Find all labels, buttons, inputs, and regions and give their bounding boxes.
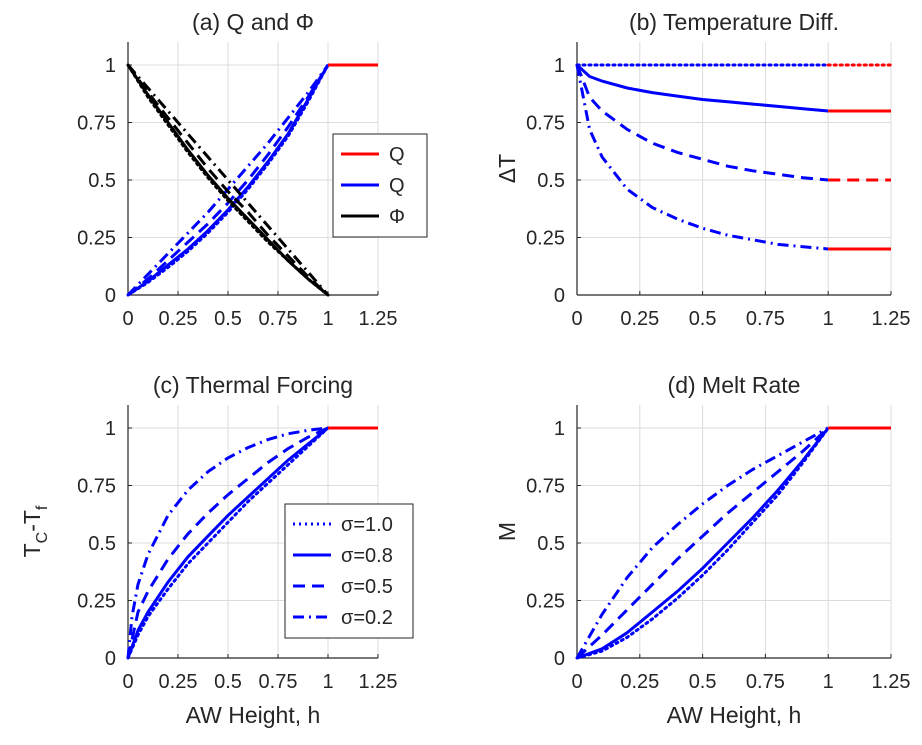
panel-title: (d) Melt Rate xyxy=(668,372,801,398)
y-tick-label: 0.5 xyxy=(537,533,565,555)
y-tick-label: 0.25 xyxy=(77,591,116,613)
panel-c: 0 0.25 0.5 0.75 1 1.25 0 0.25 0.5 0.75 1 (c) Therma… xyxy=(19,372,414,728)
x-axis-label: AW Height, h xyxy=(186,702,321,728)
y-tick-label: 0 xyxy=(554,648,565,670)
series-line xyxy=(126,64,330,297)
x-tick-label: 1 xyxy=(322,308,333,330)
y-tick-label: 1 xyxy=(105,55,116,77)
series-line xyxy=(126,64,330,297)
series-line xyxy=(575,64,829,182)
series-line xyxy=(126,426,329,659)
x-tick-label: 0 xyxy=(122,308,133,330)
x-tick-label: 1.25 xyxy=(359,308,398,330)
series-line xyxy=(126,426,329,659)
legend-label: σ=0.2 xyxy=(341,607,393,629)
y-tick-label: 0.75 xyxy=(526,476,565,498)
x-tick-label: 0.5 xyxy=(689,308,717,330)
series-line xyxy=(575,426,830,660)
y-tick-label: 0 xyxy=(105,285,116,307)
x-tick-label: 0.25 xyxy=(620,671,659,693)
series-line xyxy=(575,426,830,660)
x-tick-label: 0.75 xyxy=(746,308,785,330)
legend-label: Q xyxy=(389,144,405,166)
y-tick-label: 0 xyxy=(554,285,565,307)
legend-label: Φ xyxy=(389,206,405,228)
y-label-part: -T xyxy=(19,510,45,532)
y-tick-label: 1 xyxy=(554,418,565,440)
x-tick-label: 0.75 xyxy=(746,671,785,693)
x-tick-label: 0.75 xyxy=(259,671,298,693)
y-tick-label: 0.25 xyxy=(77,228,116,250)
panel-title: (b) Temperature Diff. xyxy=(629,9,839,35)
legend: QQΦ xyxy=(332,133,428,238)
y-tick-label: 1 xyxy=(105,418,116,440)
x-tick-label: 1.25 xyxy=(872,308,911,330)
x-tick-label: 1.25 xyxy=(872,671,911,693)
y-tick-label: 0.5 xyxy=(88,170,116,192)
x-tick-label: 0 xyxy=(571,671,582,693)
y-axis-label: TC-Tf xyxy=(19,505,51,557)
legend: σ=1.0 σ=0.8 σ=0.5 σ=0.2 xyxy=(284,503,414,639)
y-tick-label: 0.25 xyxy=(526,591,565,613)
x-tick-label: 0.5 xyxy=(214,308,242,330)
legend-label: Q xyxy=(389,175,405,197)
y-label-part: T xyxy=(19,543,45,557)
y-tick-label: 0.75 xyxy=(526,113,565,135)
x-tick-label: 0.75 xyxy=(259,308,298,330)
x-tick-label: 0 xyxy=(571,308,582,330)
series-line xyxy=(126,64,330,296)
y-tick-label: 0.25 xyxy=(526,228,565,250)
legend-box xyxy=(284,503,414,639)
panel-d: 0 0.25 0.5 0.75 1 1.25 0 0.25 0.5 0.75 1 (d) Melt R… xyxy=(494,372,910,728)
y-label-part: C xyxy=(34,532,51,544)
x-tick-label: 0.5 xyxy=(214,671,242,693)
x-axis-label: AW Height, h xyxy=(667,702,802,728)
series-line xyxy=(126,64,329,297)
x-tick-label: 0 xyxy=(122,671,133,693)
y-label-part: f xyxy=(34,505,51,510)
series-line xyxy=(575,426,829,659)
panel-b: 0 0.25 0.5 0.75 1 1.25 0 0.25 0.5 0.75 1 (b) Temper… xyxy=(494,9,910,330)
series-line xyxy=(575,64,829,251)
panel-title: (a) Q and Φ xyxy=(192,9,314,35)
series-line xyxy=(127,64,330,297)
x-tick-label: 0.25 xyxy=(159,308,198,330)
x-tick-label: 1 xyxy=(823,308,834,330)
y-tick-label: 0 xyxy=(105,648,116,670)
y-axis-label: M xyxy=(494,522,520,541)
series-line xyxy=(126,426,330,660)
y-tick-label: 0.5 xyxy=(88,533,116,555)
legend-label: σ=1.0 xyxy=(341,514,393,536)
y-tick-label: 0.75 xyxy=(77,113,116,135)
series-line xyxy=(575,63,829,113)
x-tick-label: 0.5 xyxy=(689,671,717,693)
x-tick-label: 1.25 xyxy=(359,671,398,693)
panel-a: 0 0.25 0.5 0.75 1 1.25 0 0.25 0.5 0.75 1 (a) Q and … xyxy=(77,9,428,330)
y-tick-label: 0.5 xyxy=(537,170,565,192)
y-tick-label: 0.75 xyxy=(77,476,116,498)
series-line xyxy=(576,427,830,660)
series-line xyxy=(127,64,330,297)
x-tick-label: 0.25 xyxy=(159,671,198,693)
legend-label: σ=0.5 xyxy=(341,576,393,598)
y-axis-label: ΔT xyxy=(494,154,520,183)
x-tick-label: 1 xyxy=(322,671,333,693)
x-tick-label: 1 xyxy=(823,671,834,693)
x-tick-label: 0.25 xyxy=(620,308,659,330)
y-tick-label: 1 xyxy=(554,55,565,77)
series-line xyxy=(126,426,329,659)
legend-label: σ=0.8 xyxy=(341,545,393,567)
panel-title: (c) Thermal Forcing xyxy=(153,372,353,398)
